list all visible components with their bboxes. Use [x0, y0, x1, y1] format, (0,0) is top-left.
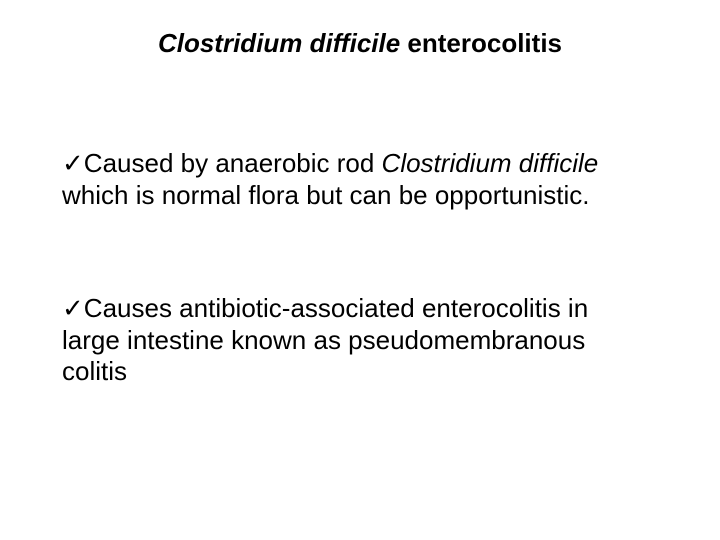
bullet-2-line-3: colitis	[62, 356, 657, 388]
title-regular-part: enterocolitis	[400, 28, 562, 58]
check-icon: ✓	[62, 293, 84, 323]
slide-title: Clostridium difficile enterocolitis	[0, 28, 720, 59]
bullet-2-lead: Causes antibiotic-associated enterocolit…	[84, 293, 588, 323]
bullet-item-2: ✓Causes antibiotic-associated enterocoli…	[62, 293, 657, 388]
bullet-2-line-1: ✓Causes antibiotic-associated enterocoli…	[62, 293, 657, 325]
title-italic-part: Clostridium difficile	[158, 28, 400, 58]
bullet-item-1: ✓Caused by anaerobic rod Clostridium dif…	[62, 148, 657, 211]
bullet-1-lead: Caused by anaerobic rod	[84, 148, 382, 178]
bullet-1-line-1: ✓Caused by anaerobic rod Clostridium dif…	[62, 148, 657, 180]
bullet-1-line-2: which is normal flora but can be opportu…	[62, 180, 657, 212]
bullet-1-italic: Clostridium difficile	[382, 148, 599, 178]
bullet-2-line-2: large intestine known as pseudomembranou…	[62, 325, 657, 357]
check-icon: ✓	[62, 148, 84, 178]
